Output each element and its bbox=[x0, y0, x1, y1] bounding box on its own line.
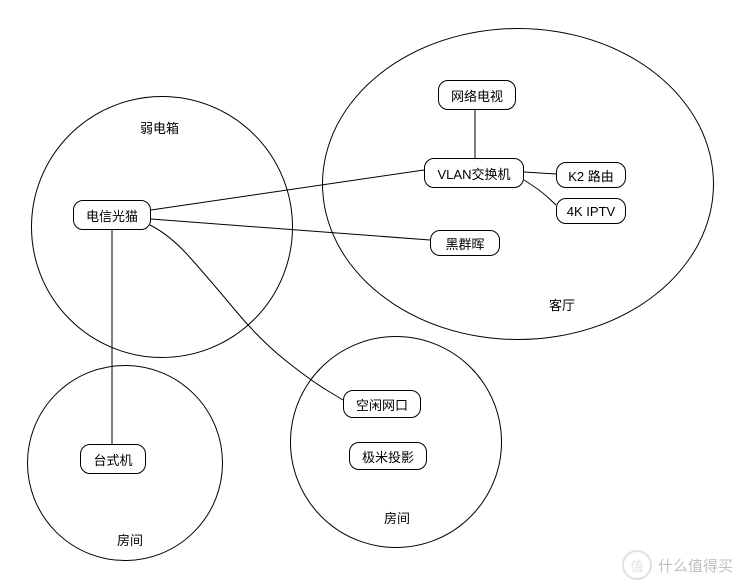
group-label-g_room_left: 房间 bbox=[117, 530, 143, 549]
node-n_tv: 网络电视 bbox=[438, 80, 516, 110]
group-label-g_living: 客厅 bbox=[549, 295, 575, 314]
node-n_k2: K2 路由 bbox=[556, 162, 626, 188]
node-n_iptv: 4K IPTV bbox=[556, 198, 626, 224]
node-n_vlan: VLAN交换机 bbox=[424, 158, 524, 188]
node-n_modem: 电信光猫 bbox=[73, 200, 151, 230]
group-label-g_weak_box: 弱电箱 bbox=[140, 118, 179, 137]
node-n_projector: 极米投影 bbox=[349, 442, 427, 470]
watermark-icon: 值 bbox=[622, 550, 652, 580]
watermark-text: 什么值得买 bbox=[658, 555, 733, 576]
node-n_idle: 空闲网口 bbox=[343, 390, 421, 418]
group-label-g_room_right: 房间 bbox=[384, 508, 410, 527]
node-n_pc: 台式机 bbox=[80, 444, 146, 474]
watermark: 值 什么值得买 bbox=[622, 550, 733, 580]
node-n_nas: 黑群晖 bbox=[430, 230, 500, 256]
